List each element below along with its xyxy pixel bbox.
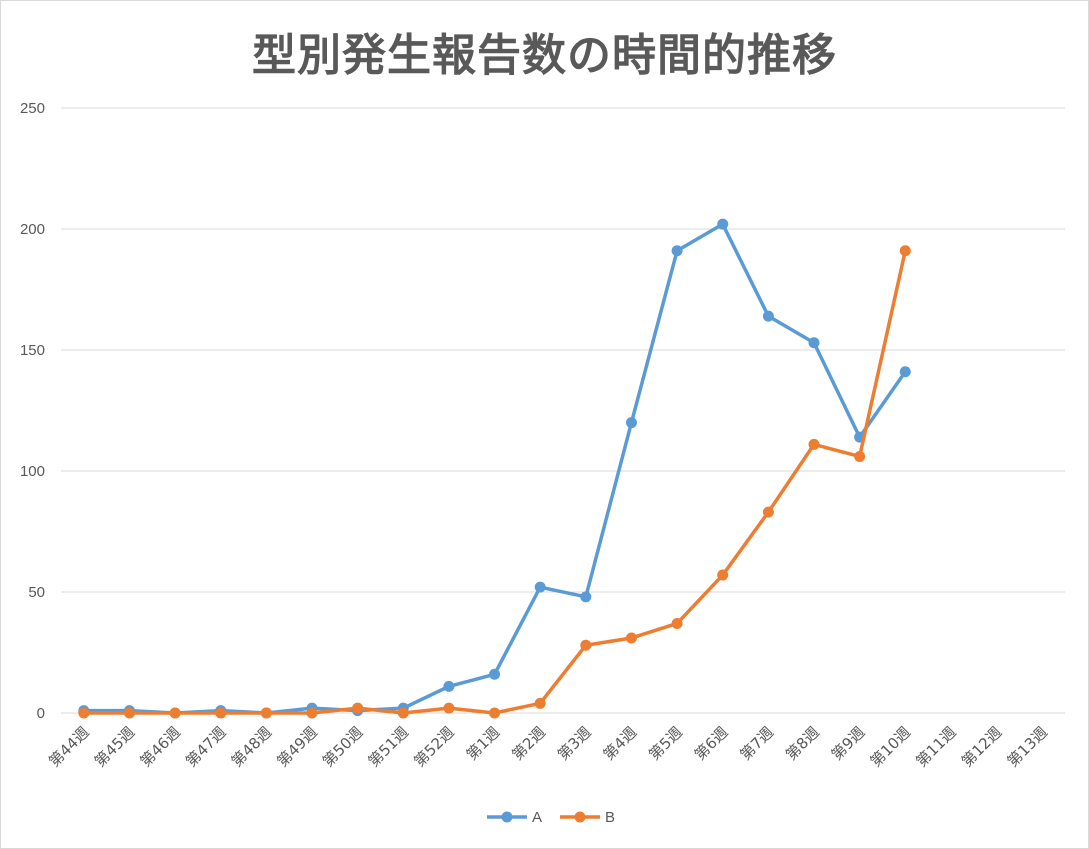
legend-swatch-marker-B xyxy=(574,811,586,823)
y-tick-label: 250 xyxy=(20,100,45,117)
x-tick-label: 第51週 xyxy=(365,723,412,770)
x-tick-label: 第7週 xyxy=(737,723,778,764)
x-tick-label: 第11週 xyxy=(912,723,959,770)
data-point-B xyxy=(306,707,318,719)
x-tick-label: 第13週 xyxy=(1004,723,1051,770)
x-tick-label: 第52週 xyxy=(410,723,457,770)
legend-label-B: B xyxy=(605,809,615,826)
data-point-A xyxy=(534,581,546,593)
data-point-B xyxy=(899,245,911,257)
x-tick-label: 第3週 xyxy=(554,723,595,764)
x-tick-label: 第4週 xyxy=(600,723,641,764)
x-tick-label: 第47週 xyxy=(182,723,229,770)
data-point-A xyxy=(762,310,774,322)
data-point-B xyxy=(808,438,820,450)
y-tick-label: 150 xyxy=(20,342,45,359)
y-tick-label: 200 xyxy=(20,221,45,238)
x-tick-label: 第50週 xyxy=(319,723,366,770)
data-point-B xyxy=(762,506,774,518)
data-point-A xyxy=(808,337,820,349)
y-tick-label: 50 xyxy=(28,584,45,601)
x-tick-label: 第49週 xyxy=(273,723,320,770)
data-point-B xyxy=(260,707,272,719)
legend-swatch-marker-A xyxy=(501,811,513,823)
data-point-A xyxy=(671,245,683,257)
series-group xyxy=(78,218,911,719)
x-tick-label: 第2週 xyxy=(508,723,549,764)
x-axis-ticks: 第44週第45週第46週第47週第48週第49週第50週第51週第52週 第1週第… xyxy=(45,723,1051,770)
y-axis-ticks: 0 50 100 150 200 250 xyxy=(20,100,45,722)
x-tick-label: 第10週 xyxy=(867,723,914,770)
y-tick-label: 0 xyxy=(37,705,45,722)
legend-label-A: A xyxy=(532,809,542,826)
x-tick-label: 第5週 xyxy=(645,723,686,764)
data-point-B xyxy=(397,707,409,719)
data-point-A xyxy=(580,591,592,603)
gridlines xyxy=(61,107,1065,714)
x-tick-label: 第9週 xyxy=(828,723,869,764)
data-point-B xyxy=(443,702,455,714)
data-point-B xyxy=(534,697,546,709)
x-tick-label: 第44週 xyxy=(45,723,92,770)
data-point-B xyxy=(352,702,364,714)
y-tick-label: 100 xyxy=(20,463,45,480)
data-point-A xyxy=(443,680,455,692)
data-point-B xyxy=(123,707,135,719)
x-tick-label: 第8週 xyxy=(782,723,823,764)
data-point-B xyxy=(717,569,729,581)
x-tick-label: 第1週 xyxy=(463,723,504,764)
data-point-A xyxy=(489,668,501,680)
x-tick-label: 第48週 xyxy=(228,723,275,770)
data-point-B xyxy=(671,617,683,629)
chart-title: 型別発生報告数の時間的推移 xyxy=(252,30,837,81)
x-tick-label: 第12週 xyxy=(958,723,1005,770)
series-line-A xyxy=(83,222,907,715)
data-point-B xyxy=(854,450,866,462)
data-point-B xyxy=(580,639,592,651)
data-point-B xyxy=(489,707,501,719)
data-point-B xyxy=(169,707,181,719)
x-tick-label: 第45週 xyxy=(91,723,138,770)
data-point-B xyxy=(78,707,90,719)
data-point-B xyxy=(215,707,227,719)
series-line-B xyxy=(83,250,907,715)
data-point-A xyxy=(717,218,729,230)
data-point-B xyxy=(625,632,637,644)
data-point-A xyxy=(899,366,911,378)
data-point-A xyxy=(625,417,637,429)
x-tick-label: 第6週 xyxy=(691,723,732,764)
x-tick-label: 第46週 xyxy=(136,723,183,770)
